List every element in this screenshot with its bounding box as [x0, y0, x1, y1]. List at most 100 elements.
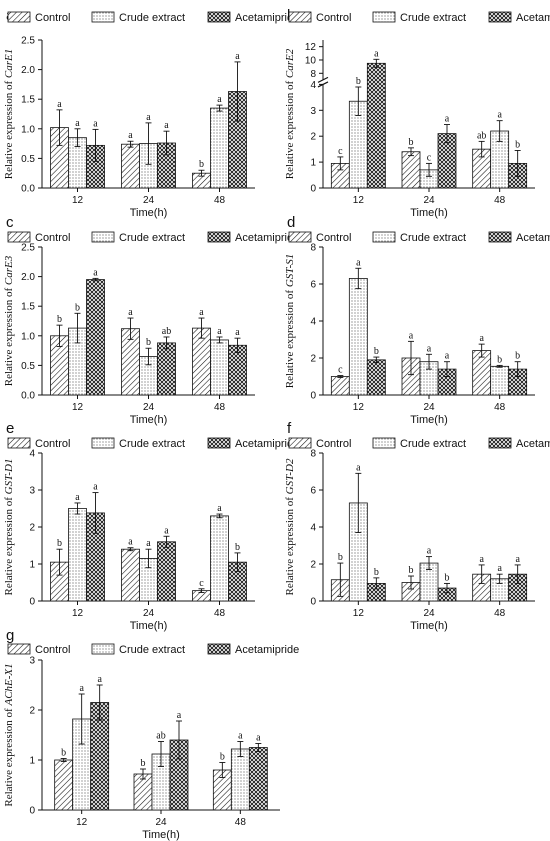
- significance-letter: b: [61, 748, 66, 759]
- bar: [248, 747, 268, 811]
- x-tick-label: 24: [423, 402, 435, 413]
- x-tick-label: 24: [143, 402, 155, 413]
- panel-letter: e: [6, 420, 14, 437]
- x-tick-label: 24: [423, 608, 435, 619]
- y-tick-label: 1.0: [21, 124, 35, 135]
- x-tick-label: 48: [214, 402, 226, 413]
- x-tick-label: 48: [494, 195, 506, 206]
- bar: [210, 515, 229, 602]
- significance-letter: a: [374, 48, 379, 59]
- y-tick-label: 8: [310, 449, 316, 460]
- significance-letter: c: [338, 146, 343, 157]
- legend-swatch: [91, 643, 115, 655]
- x-tick-label: 12: [76, 817, 88, 828]
- x-tick-label: 24: [143, 195, 155, 206]
- significance-letter: a: [479, 333, 484, 344]
- legend-entry: Control: [35, 12, 70, 24]
- legend: Control Crude extract Acetamipride: [7, 437, 299, 450]
- significance-letter: b: [199, 159, 204, 170]
- y-tick-label: 0: [310, 184, 316, 195]
- x-tick-label: 12: [72, 402, 84, 413]
- legend: Control Crude extract Acetamipride: [7, 643, 299, 656]
- significance-letter: a: [356, 462, 361, 473]
- bar: [230, 748, 250, 811]
- y-tick-label: 2.5: [21, 36, 35, 47]
- y-tick-label: 0.0: [21, 184, 35, 195]
- legend-entry: Crude extract: [400, 438, 466, 450]
- legend-swatch: [288, 437, 312, 449]
- significance-letter: a: [445, 351, 450, 362]
- legend-swatch: [207, 643, 231, 655]
- significance-letter: a: [427, 343, 432, 354]
- significance-letter: b: [220, 752, 225, 763]
- significance-letter: b: [374, 346, 379, 357]
- y-axis-title-gene: CarE3: [3, 255, 15, 285]
- bar: [121, 143, 140, 189]
- significance-letter: b: [497, 354, 502, 365]
- y-tick-label: 0: [29, 597, 35, 608]
- significance-letter: b: [75, 302, 80, 313]
- y-tick-label: 4: [29, 449, 35, 460]
- y-axis-title-prefix: Relative expression of: [284, 494, 296, 595]
- legend-swatch: [372, 11, 396, 23]
- y-tick-label: 2: [310, 560, 316, 571]
- legend: Control Crude extract Acetamipride: [7, 11, 299, 24]
- legend-swatch: [288, 11, 312, 23]
- legend-swatch: [372, 231, 396, 243]
- y-tick-label: 6: [310, 280, 316, 291]
- y-tick-label: 1.5: [21, 302, 35, 313]
- bar: [68, 508, 87, 602]
- significance-letter: ab: [477, 130, 486, 141]
- legend-entry: Acetamipride: [516, 12, 550, 24]
- significance-letter: a: [409, 330, 414, 341]
- y-tick-label: 0.0: [21, 391, 35, 402]
- legend-swatch: [91, 11, 115, 23]
- significance-letter: b: [57, 538, 62, 549]
- significance-letter: a: [79, 683, 84, 694]
- bar: [348, 278, 368, 396]
- bar: [366, 62, 386, 189]
- y-tick-label: 3: [310, 106, 316, 117]
- significance-letter: a: [217, 94, 222, 105]
- legend-entry: Control: [316, 12, 351, 24]
- significance-letter: a: [93, 118, 98, 129]
- significance-letter: c: [338, 365, 343, 376]
- y-tick-label: 2: [310, 132, 316, 143]
- y-tick-label: 2.0: [21, 272, 35, 283]
- panel-c: c Control Crude extract Acetamipride 0.0 0.5 1…: [3, 214, 299, 426]
- legend-entry: Acetamipride: [235, 438, 299, 450]
- x-axis-title: Time(h): [410, 207, 447, 219]
- x-tick-label: 24: [143, 608, 155, 619]
- y-tick-label: 10: [305, 55, 317, 66]
- significance-letter: b: [409, 565, 414, 576]
- x-tick-label: 24: [423, 195, 435, 206]
- panel-letter: g: [6, 627, 14, 644]
- y-axis-title-gene: GST-S1: [284, 254, 296, 287]
- legend-entry: Control: [35, 438, 70, 450]
- significance-letter: a: [199, 307, 204, 318]
- bar: [121, 548, 140, 602]
- legend-entry: Crude extract: [119, 438, 185, 450]
- y-axis-title: Relative expression of GST-D2: [284, 458, 296, 595]
- y-axis-title-prefix: Relative expression of: [3, 706, 15, 807]
- bar: [210, 107, 229, 189]
- legend-entry: Acetamipride: [516, 438, 550, 450]
- bar: [157, 541, 176, 602]
- x-tick-label: 12: [72, 195, 84, 206]
- y-tick-label: 6: [310, 486, 316, 497]
- legend-swatch: [207, 11, 231, 23]
- x-axis-title: Time(h): [142, 829, 179, 841]
- legend-swatch: [7, 11, 31, 23]
- significance-letter: a: [57, 99, 62, 110]
- legend-swatch: [7, 437, 31, 449]
- y-axis-title-prefix: Relative expression of: [3, 494, 15, 595]
- legend-entry: Acetamipride: [235, 12, 299, 24]
- significance-letter: a: [177, 710, 182, 721]
- legend-swatch: [488, 231, 512, 243]
- significance-letter: a: [497, 110, 502, 121]
- legend-swatch: [488, 11, 512, 23]
- y-axis-title-gene: AChE-X1: [3, 663, 15, 706]
- x-axis-title: Time(h): [130, 414, 167, 426]
- y-tick-label: 2: [29, 523, 35, 534]
